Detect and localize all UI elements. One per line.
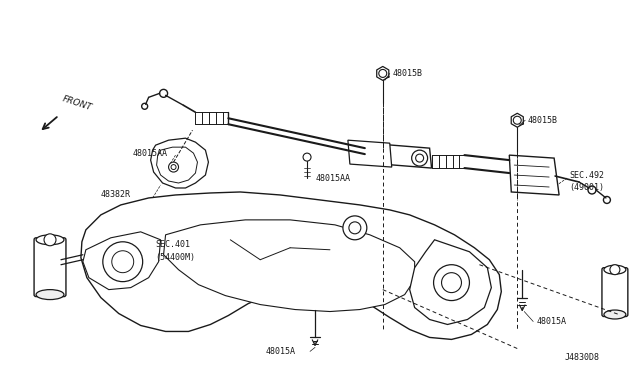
- Circle shape: [141, 103, 148, 109]
- Circle shape: [442, 273, 461, 293]
- Text: 48015B: 48015B: [527, 116, 557, 125]
- Circle shape: [168, 162, 179, 172]
- Ellipse shape: [604, 265, 626, 274]
- Polygon shape: [83, 232, 161, 290]
- Circle shape: [610, 265, 620, 275]
- Ellipse shape: [36, 290, 64, 299]
- Circle shape: [513, 116, 521, 124]
- Text: 48015B: 48015B: [393, 69, 423, 78]
- Circle shape: [349, 222, 361, 234]
- Polygon shape: [157, 147, 198, 183]
- Text: (54400M): (54400M): [156, 253, 196, 262]
- Text: FRONT: FRONT: [61, 94, 93, 112]
- Circle shape: [362, 144, 378, 160]
- Circle shape: [366, 148, 374, 156]
- Circle shape: [412, 150, 428, 166]
- Text: J4830D8: J4830D8: [564, 353, 599, 362]
- Circle shape: [303, 153, 311, 161]
- Circle shape: [588, 186, 596, 194]
- Circle shape: [112, 251, 134, 273]
- Text: 48015A: 48015A: [265, 347, 295, 356]
- Text: 48382R: 48382R: [101, 190, 131, 199]
- Circle shape: [44, 234, 56, 246]
- Circle shape: [159, 89, 168, 97]
- Text: SEC.401: SEC.401: [156, 240, 191, 249]
- Polygon shape: [509, 155, 559, 195]
- Circle shape: [171, 164, 176, 170]
- Polygon shape: [348, 140, 392, 167]
- Polygon shape: [81, 192, 501, 339]
- Text: SEC.492: SEC.492: [569, 170, 604, 180]
- Circle shape: [343, 216, 367, 240]
- Text: 48015AA: 48015AA: [316, 173, 351, 183]
- Polygon shape: [410, 240, 492, 324]
- FancyBboxPatch shape: [602, 268, 628, 317]
- Polygon shape: [150, 138, 209, 188]
- Polygon shape: [355, 142, 431, 168]
- Circle shape: [433, 265, 469, 301]
- Circle shape: [379, 70, 387, 77]
- Text: 48015AA: 48015AA: [132, 149, 168, 158]
- Circle shape: [415, 154, 424, 162]
- FancyBboxPatch shape: [34, 238, 66, 296]
- Ellipse shape: [604, 310, 626, 319]
- Polygon shape: [164, 220, 415, 311]
- Text: (49001): (49001): [569, 183, 604, 192]
- Text: 48015A: 48015A: [536, 317, 566, 326]
- Circle shape: [103, 242, 143, 282]
- Circle shape: [604, 196, 611, 203]
- Ellipse shape: [36, 235, 64, 245]
